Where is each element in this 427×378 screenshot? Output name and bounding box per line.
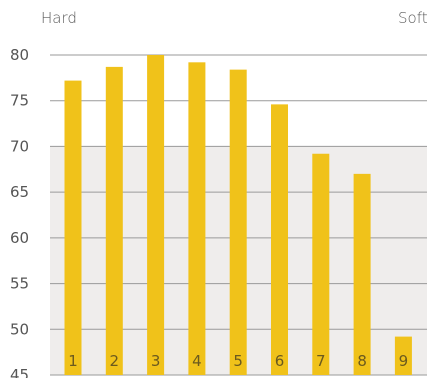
bar [271,104,288,375]
bar [394,336,412,375]
x-category-label: 5 [233,352,243,370]
bar [353,173,371,375]
x-category-label: 4 [192,352,202,370]
soft-label: Soft [398,9,427,27]
bar [229,69,247,375]
y-tick-label: 70 [10,137,29,155]
x-category-label: 3 [151,352,161,370]
bar [312,153,330,375]
bar [64,80,82,375]
y-tick-label: 50 [10,320,29,338]
y-tick-label: 80 [10,46,29,64]
x-category-label: 6 [275,352,285,370]
x-category-label: 9 [399,352,409,370]
y-tick-label: 55 [10,275,29,293]
bar [188,62,206,376]
x-category-label: 7 [316,352,326,370]
bar [105,66,123,375]
y-tick-label: 65 [10,183,29,201]
y-tick-label: 60 [10,229,29,247]
bar [147,55,165,375]
x-category-label: 8 [357,352,367,370]
x-category-label: 2 [110,352,120,370]
x-category-label: 1 [68,352,78,370]
y-tick-label: 45 [10,366,29,378]
y-tick-label: 75 [10,92,29,110]
hard-label: Hard [41,9,77,27]
